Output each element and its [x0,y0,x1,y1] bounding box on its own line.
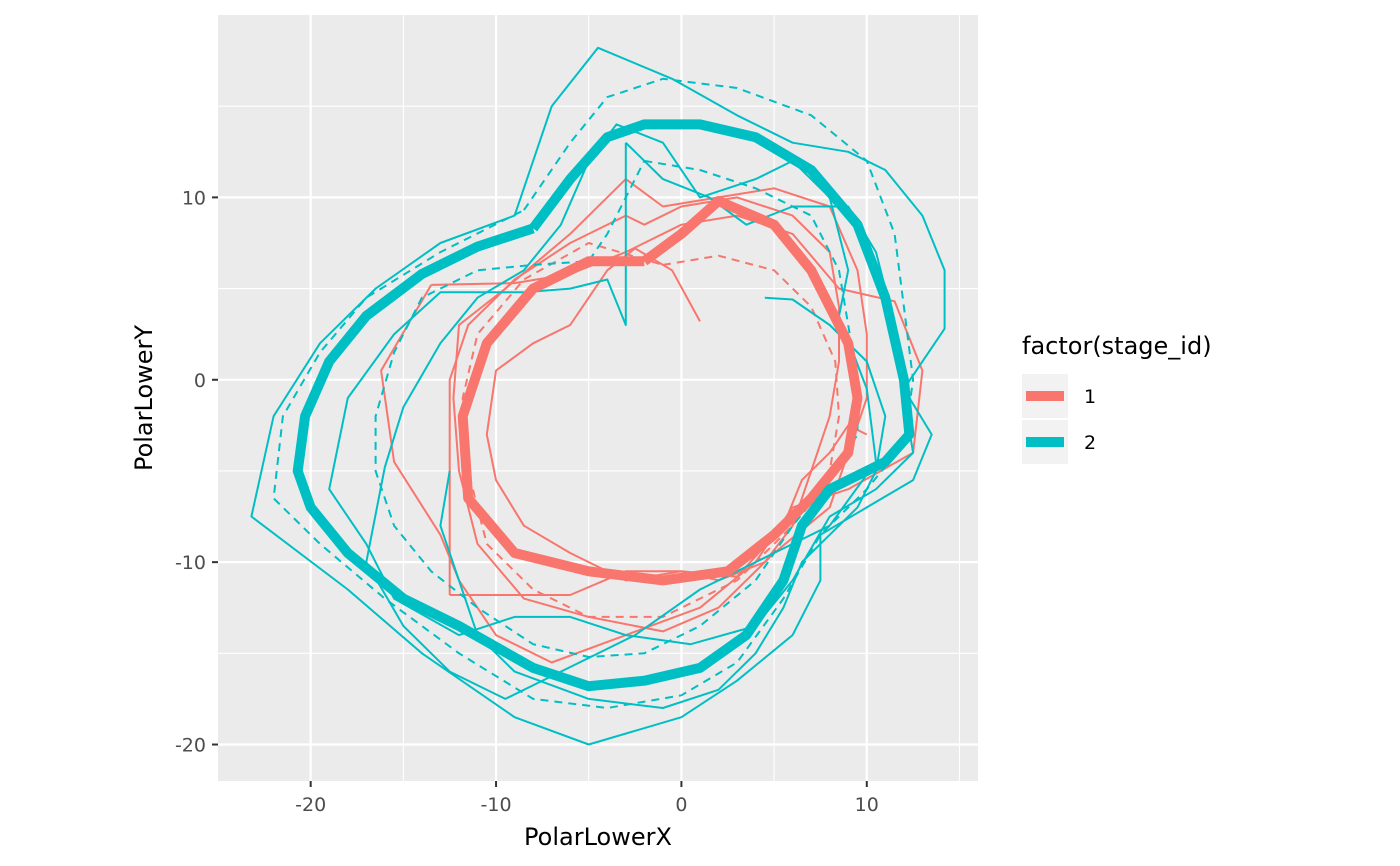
legend-label-2: 2 [1084,432,1096,454]
series-line-stage1-5 [448,196,840,596]
y-tick-label-1: -10 [175,552,206,574]
x-tick-label-3: 10 [855,794,879,816]
y-axis-title: PolarLowerY [130,325,158,471]
y-tick-label-2: 0 [194,370,206,392]
series-line-stage1-0 [457,196,863,586]
x-tick-label-2: 0 [675,794,687,816]
y-tick-label-3: 10 [182,187,206,209]
series-line-stage2-9 [250,46,946,746]
x-axis-title: PolarLowerX [524,823,672,851]
series-line-stage2-7 [272,77,915,709]
legend-title: factor(stage_id) [1022,332,1212,360]
series-line-stage1-4 [485,247,868,582]
series-layer [250,46,946,746]
x-tick-label-1: -10 [481,794,512,816]
series-line-stage2-6 [292,119,915,692]
series-line-stage2-11 [365,123,877,700]
y-tick-label-0: -20 [175,735,206,757]
y-axis-ticks: -20 -10 0 10 [175,187,218,757]
x-tick-label-0: -20 [295,794,326,816]
legend-label-1: 1 [1084,386,1096,408]
plot-panel [218,15,978,781]
legend: factor(stage_id) 1 2 [1022,332,1212,464]
x-axis-ticks: -20 -10 0 10 [295,781,879,816]
series-line-stage1-1 [461,242,840,618]
